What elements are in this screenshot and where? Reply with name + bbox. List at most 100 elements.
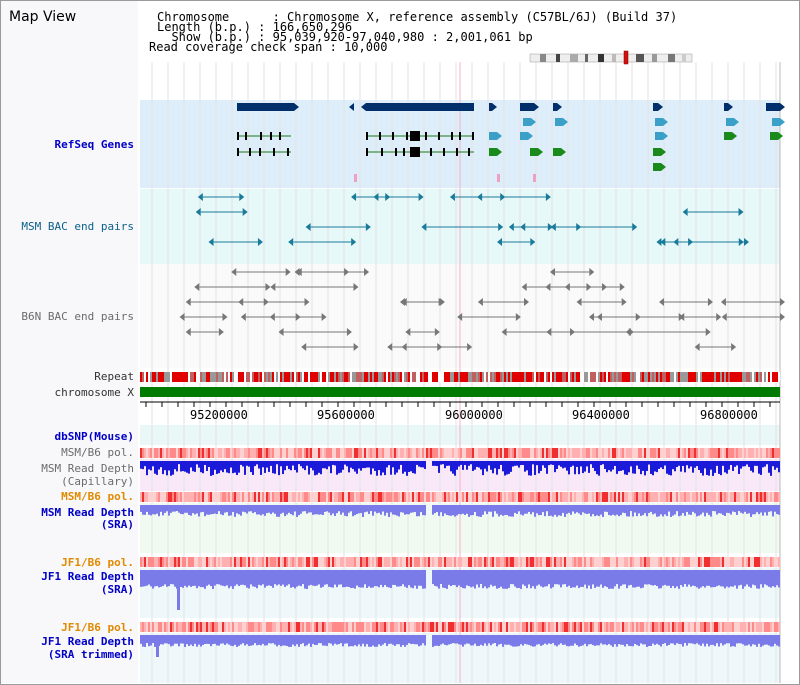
read-depth-bar (672, 635, 674, 644)
pol-heat-cell (308, 448, 310, 458)
read-depth-bar (336, 461, 338, 475)
read-depth-bar (536, 570, 538, 586)
bac-end-arrow (197, 193, 203, 201)
pol-heat-cell (656, 622, 658, 632)
pol-heat-cell (646, 492, 648, 502)
pol-heat-cell (724, 492, 726, 502)
pol-heat-cell (776, 622, 778, 632)
track-label-repeat[interactable]: Repeat (94, 370, 134, 383)
pol-heat-cell (616, 622, 618, 632)
track-label-chromosome[interactable]: chromosome X (54, 386, 134, 399)
read-depth-bar (480, 635, 482, 645)
pol-heat-cell (182, 622, 184, 632)
strand-arrow (728, 103, 733, 111)
repeat-mark (192, 372, 194, 382)
pol-heat-cell (722, 448, 724, 458)
read-depth-bar (506, 505, 508, 516)
pol-heat-cell (248, 448, 250, 458)
read-depth-bar (292, 570, 294, 587)
pol-heat-cell (524, 622, 526, 632)
track-label-msm-b6-pol-2[interactable]: MSM/B6 pol. (61, 490, 134, 503)
pol-heat-cell (446, 448, 448, 458)
pol-heat-cell (728, 448, 730, 458)
read-depth-bar (454, 505, 456, 517)
pol-heat-cell (264, 492, 266, 502)
pol-heat-cell (418, 492, 420, 502)
pol-heat-cell (210, 557, 212, 567)
track-label-jf1-depth-trimmed[interactable]: JF1 Read Depth (41, 635, 134, 648)
pol-heat-cell (624, 557, 626, 567)
read-depth-bar (436, 570, 438, 587)
pol-heat-cell (632, 622, 634, 632)
read-depth-bar (650, 635, 652, 646)
repeat-mark (214, 372, 216, 382)
read-depth-bar (756, 505, 758, 513)
read-depth-bar (538, 570, 540, 585)
track-label-msm-depth-sra[interactable]: MSM Read Depth (41, 506, 134, 519)
read-depth-bar (720, 505, 722, 514)
repeat-mark (336, 372, 338, 382)
pol-heat-cell (460, 557, 462, 567)
pol-heat-cell (634, 492, 636, 502)
pol-heat-cell (604, 492, 606, 502)
pol-heat-cell (306, 448, 308, 458)
pol-heat-cell (474, 557, 476, 567)
pol-heat-cell (436, 622, 438, 632)
pol-heat-cell (406, 622, 408, 632)
pol-heat-cell (592, 622, 594, 632)
read-depth-bar (232, 635, 234, 647)
track-label-jf1-depth-sra[interactable]: JF1 Read Depth (41, 570, 134, 583)
pol-heat-cell (604, 448, 606, 458)
read-depth-bar (566, 635, 568, 647)
track-label-msm-bac[interactable]: MSM BAC end pairs (21, 220, 134, 233)
pol-heat-cell (448, 448, 450, 458)
info-show-value: 95,039,920-97,040,980 : 2,001,061 bp (272, 30, 533, 44)
track-label-msm-b6-pol-1[interactable]: MSM/B6 pol. (61, 446, 134, 459)
track-label-refseq[interactable]: RefSeq Genes (54, 138, 134, 151)
pol-heat-cell (358, 622, 360, 632)
pol-heat-cell (464, 557, 466, 567)
pol-heat-cell (652, 492, 654, 502)
pol-heat-cell (478, 448, 480, 458)
repeat-mark (724, 372, 726, 382)
read-depth-bar (348, 635, 350, 647)
pol-heat-cell (218, 448, 220, 458)
pol-heat-cell (324, 557, 326, 567)
pol-heat-cell (512, 448, 514, 458)
read-depth-bar (572, 570, 574, 588)
track-label-msm-depth-capillary[interactable]: MSM Read Depth (41, 462, 134, 475)
read-depth-bar (288, 570, 290, 585)
track-label-dbsnp[interactable]: dbSNP(Mouse) (54, 430, 134, 443)
read-depth-bar (442, 461, 444, 465)
pol-heat-cell (644, 557, 646, 567)
read-depth-bar (220, 461, 222, 471)
track-label-b6n-bac[interactable]: B6N BAC end pairs (21, 310, 134, 323)
ruler-tick-label: 95600000 (317, 408, 375, 422)
read-depth-bar (144, 505, 146, 515)
read-depth-bar (356, 635, 358, 647)
pol-heat-cell (754, 448, 756, 458)
pol-heat-cell (730, 492, 732, 502)
track-label-jf1-b6-pol-1[interactable]: JF1/B6 pol. (61, 556, 134, 569)
read-depth-bar (732, 505, 734, 512)
track-label-jf1-b6-pol-2[interactable]: JF1/B6 pol. (61, 621, 134, 634)
pol-heat-cell (582, 557, 584, 567)
repeat-mark (272, 372, 274, 382)
read-depth-bar (328, 635, 330, 644)
pol-heat-cell (586, 622, 588, 632)
read-depth-bar (558, 635, 560, 645)
read-depth-bar (776, 635, 778, 646)
pol-heat-cell (472, 622, 474, 632)
pol-heat-cell (778, 557, 780, 567)
read-depth-bar (506, 461, 508, 475)
pol-heat-cell (738, 622, 740, 632)
read-depth-bar (642, 570, 644, 588)
read-depth-bar (146, 570, 148, 586)
pol-heat-cell (556, 448, 558, 458)
read-depth-bar (778, 505, 780, 515)
read-depth-bar (250, 635, 252, 646)
read-depth-bar (356, 570, 358, 586)
read-depth-bar (532, 635, 534, 647)
read-depth-bar (168, 461, 170, 471)
